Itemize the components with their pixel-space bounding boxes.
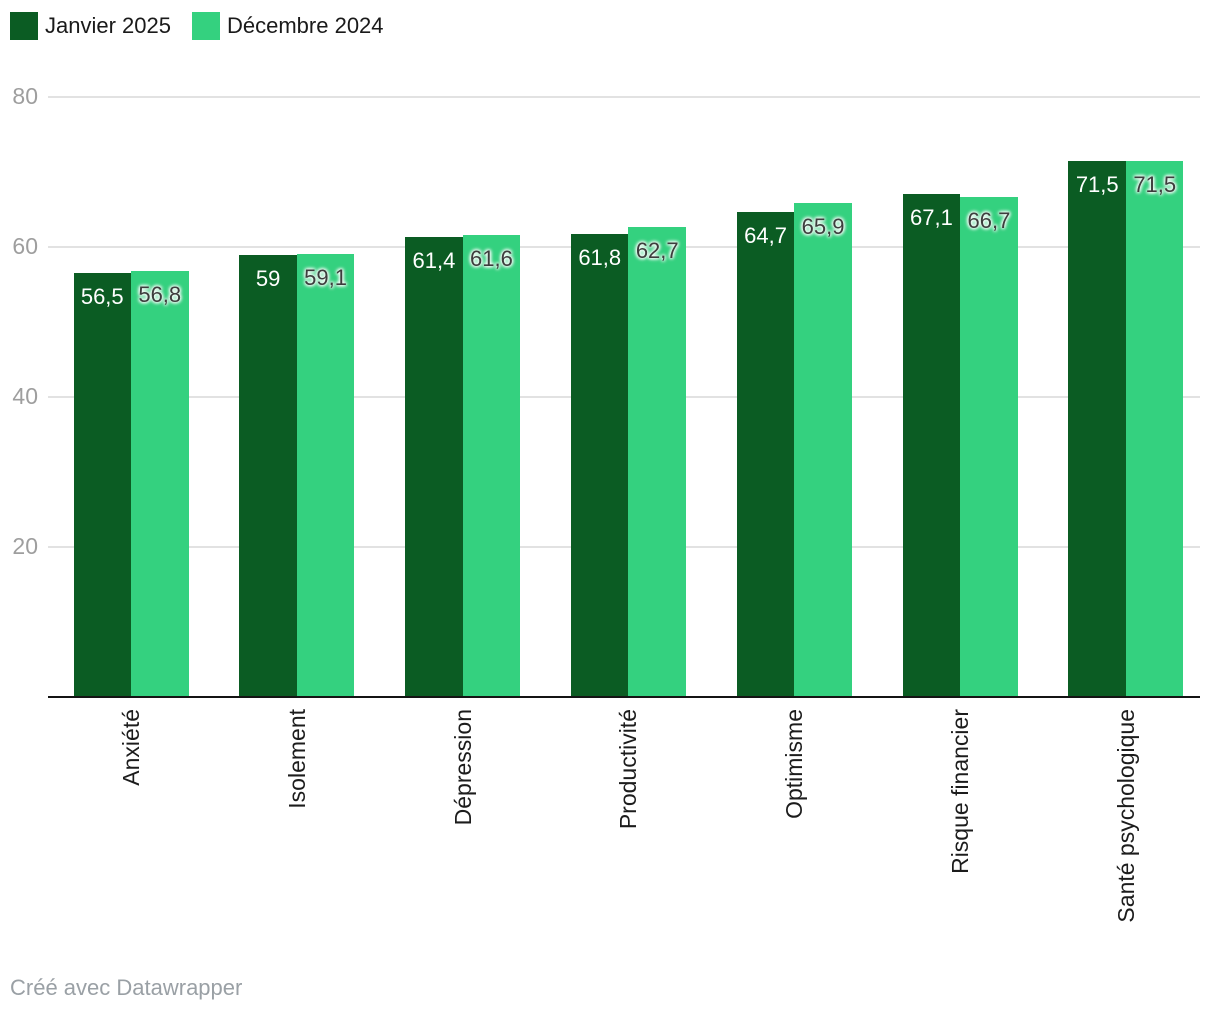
bar-value-label: 56,5	[80, 284, 124, 310]
legend-swatch-janvier-2025-icon	[10, 12, 38, 40]
y-axis-tick: 20	[12, 532, 38, 559]
bar-value-label: 66,7	[967, 207, 1011, 233]
bar-value-label: 61,4	[412, 247, 456, 273]
bar-value-label: 71,5	[1075, 171, 1119, 197]
x-axis-label: Santé psychologique	[1112, 709, 1139, 923]
legend: Janvier 2025 Décembre 2024	[10, 12, 384, 40]
bar[interactable]	[736, 211, 795, 697]
bar-value-label: 59	[255, 265, 281, 291]
bar-value-label: 71,5	[1133, 171, 1177, 197]
bar[interactable]	[239, 254, 297, 697]
y-axis-tick: 60	[12, 232, 38, 259]
bar-value-label: 64,7	[744, 222, 787, 248]
x-axis-line	[48, 695, 1200, 699]
legend-label-decembre-2024: Décembre 2024	[226, 13, 384, 38]
bar[interactable]	[902, 193, 961, 697]
bar[interactable]	[628, 226, 686, 697]
x-axis-label: Isolement	[283, 709, 310, 809]
bar-value-label: 61,8	[578, 244, 622, 270]
bar[interactable]	[296, 253, 355, 697]
legend-swatch-decembre-2024-icon	[191, 12, 220, 40]
bar[interactable]	[570, 233, 629, 697]
x-axis-label: Optimisme	[781, 709, 808, 819]
legend-item-janvier-2025: Janvier 2025	[10, 12, 171, 40]
bar[interactable]	[131, 271, 189, 697]
bar[interactable]	[462, 235, 521, 697]
gridline	[48, 96, 1200, 98]
bar-value-label: 62,7	[635, 237, 679, 263]
bar[interactable]	[794, 202, 852, 697]
x-axis-label: Dépression	[449, 709, 476, 826]
bar[interactable]	[1125, 160, 1184, 697]
datawrapper-credit[interactable]: Créé avec Datawrapper	[10, 975, 243, 1000]
x-axis-label: Productivité	[615, 709, 642, 830]
bar-value-label: 56,8	[138, 282, 182, 307]
bar[interactable]	[73, 273, 131, 697]
bar-value-label: 59,1	[304, 264, 347, 290]
y-axis-tick: 40	[12, 382, 38, 409]
bar-value-label: 67,1	[909, 204, 953, 230]
bar-value-label: 65,9	[801, 213, 845, 239]
bar-value-label: 61,6	[469, 246, 513, 271]
legend-item-decembre-2024: Décembre 2024	[191, 12, 384, 40]
bar[interactable]	[960, 196, 1018, 697]
legend-label-janvier-2025: Janvier 2025	[45, 13, 171, 38]
bar[interactable]	[405, 236, 463, 697]
x-axis-label: Risque financier	[947, 709, 974, 874]
bar[interactable]	[1068, 160, 1126, 697]
y-axis-tick: 80	[12, 82, 38, 109]
x-axis-label: Anxiété	[118, 709, 144, 786]
